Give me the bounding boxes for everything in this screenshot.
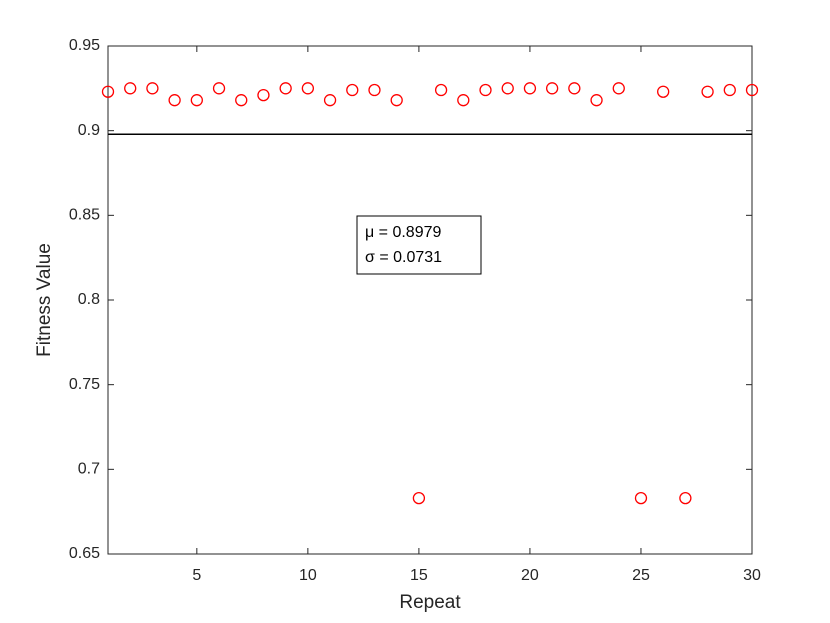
x-tick-label: 30 bbox=[743, 567, 761, 584]
point bbox=[501, 82, 514, 95]
point bbox=[701, 85, 714, 98]
point bbox=[412, 491, 426, 505]
point bbox=[368, 83, 381, 97]
point bbox=[745, 83, 759, 97]
point bbox=[124, 82, 137, 95]
annotation: σ = 0.0731 bbox=[365, 249, 442, 266]
y-tick-label: 0.65 bbox=[69, 545, 100, 562]
x-tick-label: 25 bbox=[632, 567, 650, 584]
axes-box bbox=[107, 45, 753, 555]
point bbox=[323, 94, 337, 107]
point bbox=[146, 82, 159, 95]
point bbox=[568, 82, 581, 95]
y-tick-label: 0.75 bbox=[69, 376, 100, 393]
y-tick-label: 0.9 bbox=[78, 122, 100, 139]
point bbox=[346, 83, 359, 97]
point bbox=[612, 82, 625, 95]
point bbox=[723, 83, 736, 97]
point bbox=[590, 94, 603, 107]
point bbox=[679, 491, 692, 505]
y-tick-label: 0.8 bbox=[78, 291, 100, 308]
point bbox=[457, 94, 470, 107]
x-axis-label: Repeat bbox=[399, 592, 461, 613]
point bbox=[545, 82, 559, 95]
point bbox=[257, 88, 270, 102]
x-tick-label: 15 bbox=[410, 567, 428, 584]
point bbox=[212, 82, 226, 95]
annotation: μ = 0.8979 bbox=[365, 224, 441, 241]
point bbox=[634, 491, 648, 505]
point bbox=[523, 82, 537, 95]
annotation-box bbox=[356, 215, 482, 275]
point bbox=[235, 94, 248, 107]
y-axis-label: Fitness Value bbox=[34, 243, 55, 357]
y-tick-label: 0.7 bbox=[78, 461, 100, 478]
point bbox=[479, 83, 492, 97]
y-tick-label: 0.85 bbox=[69, 207, 100, 224]
x-tick-label: 5 bbox=[192, 567, 201, 584]
point bbox=[301, 82, 315, 95]
y-tick-label: 0.95 bbox=[69, 37, 100, 54]
x-tick-label: 10 bbox=[299, 567, 317, 584]
point bbox=[390, 94, 403, 107]
point bbox=[190, 94, 203, 107]
point bbox=[101, 85, 115, 98]
point bbox=[434, 83, 448, 97]
point bbox=[168, 94, 181, 107]
point bbox=[279, 82, 292, 95]
point bbox=[657, 85, 670, 98]
x-tick-label: 20 bbox=[521, 567, 539, 584]
